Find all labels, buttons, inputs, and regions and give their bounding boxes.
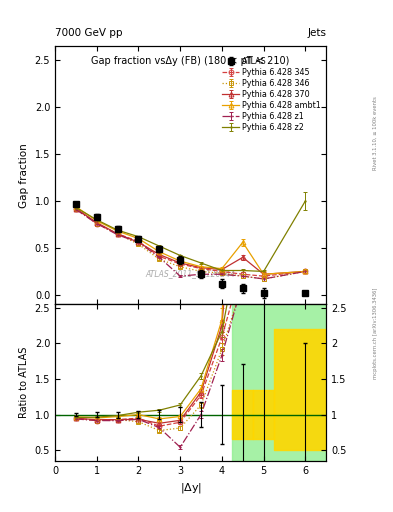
Y-axis label: Ratio to ATLAS: Ratio to ATLAS: [19, 347, 29, 418]
Text: ATLAS_2011_S9126244: ATLAS_2011_S9126244: [145, 269, 236, 279]
Text: Gap fraction vsΔy (FB) (180 < pT < 210): Gap fraction vsΔy (FB) (180 < pT < 210): [92, 56, 290, 67]
Legend: ATLAS, Pythia 6.428 345, Pythia 6.428 346, Pythia 6.428 370, Pythia 6.428 ambt1,: ATLAS, Pythia 6.428 345, Pythia 6.428 34…: [220, 55, 322, 134]
Text: Jets: Jets: [307, 28, 326, 38]
Text: Rivet 3.1.10, ≥ 100k events: Rivet 3.1.10, ≥ 100k events: [373, 96, 378, 170]
X-axis label: |$\Delta$y|: |$\Delta$y|: [180, 481, 202, 495]
Y-axis label: Gap fraction: Gap fraction: [19, 143, 29, 207]
Text: 7000 GeV pp: 7000 GeV pp: [55, 28, 123, 38]
Text: mcplots.cern.ch [arXiv:1306.3436]: mcplots.cern.ch [arXiv:1306.3436]: [373, 287, 378, 378]
